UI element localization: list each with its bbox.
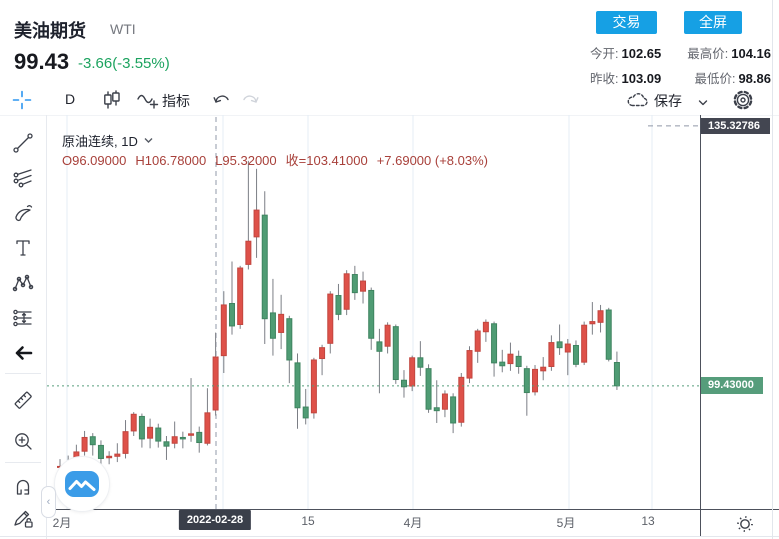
stats-row-1: 今开: 102.65 最高价: 104.16 (590, 41, 771, 66)
time-tick-feb: 2月 (52, 516, 72, 530)
legend-change: +7.69000 (+8.03%) (376, 153, 488, 168)
stat-high: 最高价: 104.16 (687, 46, 771, 61)
price-axis-line (700, 115, 701, 536)
series-title: 原油连续, 1D (62, 134, 138, 149)
widget-right-border (772, 0, 773, 539)
save-menu-chevron-down-icon[interactable] (697, 95, 709, 113)
gear-icon[interactable] (731, 88, 755, 117)
time-tick-15: 15 (301, 514, 315, 528)
trade-button[interactable]: 交易 (596, 11, 657, 34)
projection-tool[interactable] (3, 301, 43, 335)
sidebar-border (46, 115, 47, 539)
ruler-tool[interactable] (3, 383, 43, 417)
legend-open: O96.09000 (62, 153, 127, 168)
magnet-tool[interactable] (3, 470, 43, 504)
crosshair-date-badge: 2022-02-28 (178, 510, 252, 530)
current-price-label: 99.43000 (701, 377, 763, 394)
ohlc-legend: O96.09000 H106.78000 L95.32000 收=103.41000 +… (62, 150, 497, 169)
legend-close: 收=103.41000 (285, 153, 368, 168)
xabcd-pattern-tool[interactable] (3, 266, 43, 300)
stats-row-2: 昨收: 103.09 最低价: 98.86 (590, 66, 771, 91)
time-axis-line (47, 509, 779, 510)
arrow-tool[interactable] (3, 336, 43, 370)
save-button[interactable]: 保存 (654, 93, 682, 109)
indicators-button[interactable]: 指标 (162, 93, 190, 109)
legend-low: L95.32000 (215, 153, 277, 168)
price-marker-label: 135.32786 (701, 118, 770, 134)
price-change: -3.66(-3.55%) (78, 55, 170, 72)
candlestick-chart[interactable] (47, 115, 700, 509)
candles-style-icon[interactable] (101, 89, 123, 116)
quote-stats: 今开: 102.65 最高价: 104.16 昨收: 103.09 最低价: 98.86 (590, 41, 771, 91)
drawing-lock-tool[interactable] (3, 501, 43, 535)
time-tick-apr: 4月 (403, 516, 423, 530)
toolbar-separator (0, 115, 779, 116)
legend-high: H106.78000 (135, 153, 207, 168)
sidebar-divider (5, 462, 41, 463)
interval-selector[interactable]: D (65, 91, 76, 107)
zoom-in-tool[interactable] (3, 424, 43, 458)
price-axis[interactable] (701, 115, 772, 509)
time-axis[interactable] (47, 510, 700, 536)
stat-open: 今开: 102.65 (590, 46, 662, 61)
stat-low: 最低价: 98.86 (694, 71, 771, 86)
brush-tool[interactable] (3, 196, 43, 230)
sidebar-collapse-handle[interactable]: ‹ (41, 486, 56, 518)
broker-logo (65, 471, 99, 497)
indicators-icon[interactable] (136, 89, 160, 116)
undo-icon[interactable] (212, 91, 232, 114)
redo-icon[interactable] (240, 91, 260, 114)
time-tick-may: 5月 (556, 516, 576, 530)
text-tool[interactable] (3, 231, 43, 265)
widget-bottom-border (0, 536, 779, 537)
last-price: 99.43 (14, 49, 70, 74)
sidebar-divider (5, 373, 41, 374)
broker-logo-watermark (54, 456, 110, 512)
trend-line-tool[interactable] (3, 126, 43, 160)
stat-prev-close: 昨收: 103.09 (590, 71, 662, 86)
fullscreen-button[interactable]: 全屏 (684, 11, 742, 34)
series-legend[interactable]: 原油连续, 1D (62, 131, 154, 150)
cloud-icon[interactable] (626, 90, 650, 114)
time-tick-13: 13 (641, 514, 655, 528)
instrument-title: 美油期货 (14, 21, 86, 41)
crosshair-cursor-icon[interactable] (12, 90, 32, 115)
pitchfork-tool[interactable] (3, 161, 43, 195)
instrument-code: WTI (110, 21, 136, 37)
series-chevron-down-icon (144, 138, 153, 143)
axis-settings-gear-icon[interactable] (733, 512, 757, 536)
